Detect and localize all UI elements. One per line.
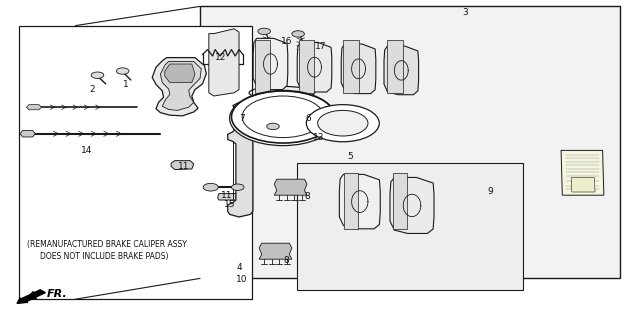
Text: (REMANUFACTURED BRAKE CALIPER ASSY: (REMANUFACTURED BRAKE CALIPER ASSY: [27, 240, 187, 249]
Polygon shape: [228, 100, 253, 217]
Circle shape: [258, 28, 270, 35]
Polygon shape: [393, 173, 407, 229]
Polygon shape: [343, 40, 359, 93]
Polygon shape: [390, 177, 434, 234]
Text: 12: 12: [214, 53, 226, 62]
Circle shape: [116, 68, 129, 74]
Polygon shape: [165, 64, 195, 83]
Polygon shape: [341, 44, 376, 93]
Circle shape: [318, 110, 368, 136]
Text: 2: 2: [90, 85, 95, 94]
Text: 5: 5: [347, 152, 353, 161]
Polygon shape: [253, 38, 288, 90]
Text: 10: 10: [237, 276, 248, 284]
Polygon shape: [313, 121, 331, 130]
Polygon shape: [26, 105, 42, 110]
Text: 16: 16: [281, 37, 292, 46]
Polygon shape: [19, 26, 252, 299]
Text: 8: 8: [304, 192, 310, 201]
Text: FR.: FR.: [47, 289, 68, 299]
Text: 9: 9: [487, 188, 494, 196]
Circle shape: [203, 183, 218, 191]
Text: 4: 4: [237, 263, 242, 272]
Polygon shape: [297, 43, 331, 92]
Polygon shape: [218, 194, 245, 200]
Polygon shape: [274, 179, 307, 195]
Polygon shape: [299, 40, 314, 93]
Text: 11: 11: [221, 191, 232, 200]
Text: 15: 15: [224, 200, 235, 209]
Text: DOES NOT INCLUDE BRAKE PADS): DOES NOT INCLUDE BRAKE PADS): [40, 252, 168, 260]
Circle shape: [91, 72, 104, 78]
Polygon shape: [249, 93, 314, 142]
Polygon shape: [171, 161, 194, 170]
Polygon shape: [571, 178, 595, 192]
Text: 11: 11: [178, 162, 189, 171]
Text: 3: 3: [462, 8, 469, 17]
Circle shape: [292, 31, 304, 37]
Polygon shape: [152, 58, 206, 116]
Polygon shape: [20, 131, 35, 137]
Text: 14: 14: [81, 146, 92, 155]
Text: 17: 17: [315, 42, 326, 51]
Text: 8: 8: [283, 256, 289, 265]
Polygon shape: [255, 40, 270, 93]
Polygon shape: [344, 173, 358, 229]
Circle shape: [267, 123, 279, 130]
Polygon shape: [384, 46, 418, 95]
Text: 1: 1: [123, 80, 129, 89]
FancyArrow shape: [17, 290, 45, 303]
Polygon shape: [209, 29, 239, 96]
Circle shape: [230, 91, 337, 146]
Polygon shape: [160, 61, 201, 110]
Text: 7: 7: [239, 114, 245, 123]
Text: 13: 13: [313, 133, 324, 142]
Circle shape: [231, 184, 244, 190]
Polygon shape: [259, 243, 292, 259]
Polygon shape: [561, 150, 604, 195]
Polygon shape: [200, 6, 620, 278]
Text: 6: 6: [305, 114, 311, 123]
Circle shape: [306, 105, 379, 142]
Polygon shape: [387, 40, 403, 93]
Polygon shape: [297, 163, 523, 290]
Polygon shape: [339, 174, 380, 229]
